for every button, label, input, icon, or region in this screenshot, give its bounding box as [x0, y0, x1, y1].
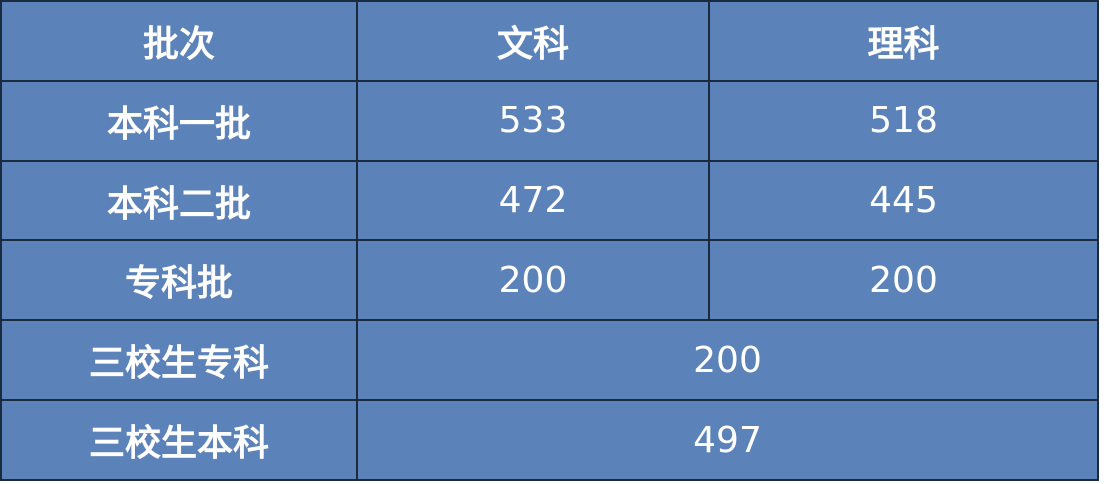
- table-row: 三校生本科 497: [0, 399, 1099, 481]
- like-score: 200: [708, 239, 1099, 322]
- like-score: 445: [708, 159, 1099, 242]
- wenke-score: 533: [356, 79, 710, 162]
- header-like: 理科: [708, 0, 1099, 82]
- header-batch: 批次: [0, 0, 358, 82]
- row-label: 专科批: [0, 239, 358, 322]
- table-row: 专科批 200 200: [0, 239, 1099, 322]
- row-label: 本科二批: [0, 159, 358, 242]
- wenke-score: 200: [356, 239, 710, 322]
- row-label: 三校生本科: [0, 399, 358, 481]
- like-score: 518: [708, 79, 1099, 162]
- wenke-score: 472: [356, 159, 710, 242]
- table-row: 本科一批 533 518: [0, 79, 1099, 162]
- header-wenke: 文科: [356, 0, 710, 82]
- merged-score: 200: [356, 319, 1099, 402]
- merged-score: 497: [356, 399, 1099, 481]
- row-label: 三校生专科: [0, 319, 358, 402]
- table-row: 本科二批 472 445: [0, 159, 1099, 242]
- row-label: 本科一批: [0, 79, 358, 162]
- table-header-row: 批次 文科 理科: [0, 0, 1099, 82]
- table-row: 三校生专科 200: [0, 319, 1099, 402]
